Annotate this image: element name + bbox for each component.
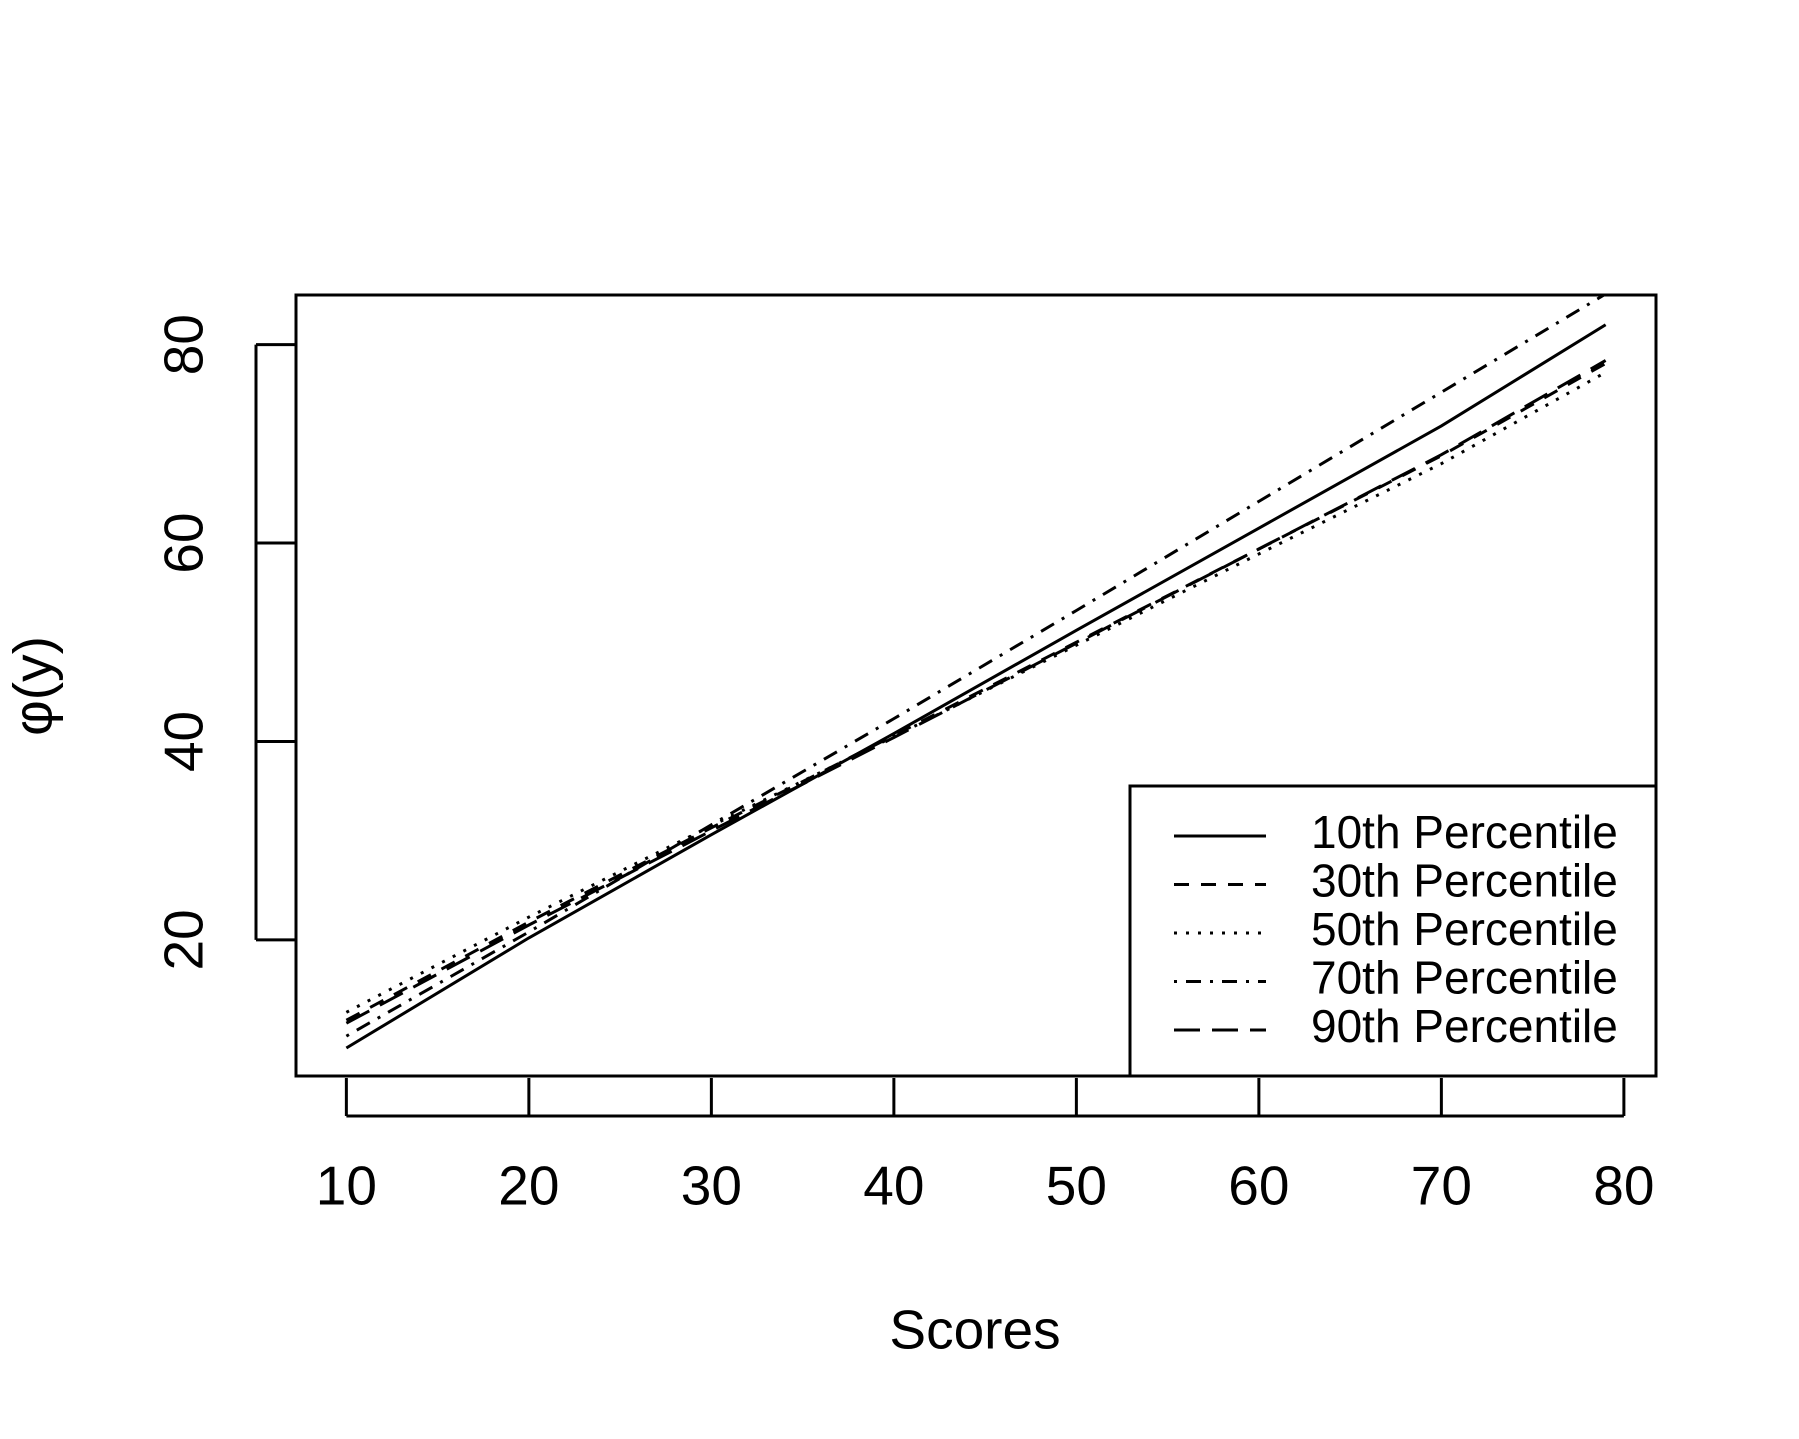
y-tick-label: 80 [153,314,215,375]
y-tick-label: 60 [153,512,215,573]
legend-label: 50th Percentile [1311,903,1618,955]
x-tick-label: 20 [498,1155,559,1217]
x-tick-label: 40 [863,1155,924,1217]
legend-label: 70th Percentile [1311,952,1618,1004]
legend-label: 30th Percentile [1311,855,1618,907]
series-line [345,295,1607,1038]
x-tick-label: 30 [681,1155,742,1217]
plot-frame [294,293,1658,1078]
x-tick-label: 80 [1593,1155,1654,1217]
x-tick-label: 50 [1046,1155,1107,1217]
series-line [345,323,1607,1050]
y-tick-label: 20 [153,909,215,970]
legend-box [1128,784,1658,1078]
x-tick-label: 60 [1228,1155,1289,1217]
lines [345,295,1607,1050]
x-tick-label: 70 [1411,1155,1472,1217]
y-tick-label: 40 [153,711,215,772]
x-axis-label: Scores [889,1299,1060,1361]
series-line [345,359,1607,1025]
legend-label: 90th Percentile [1311,1000,1618,1052]
x-tick-label: 10 [316,1155,377,1217]
legend-label: 10th Percentile [1311,806,1618,858]
series-line [345,371,1607,1014]
y-axis-label: φ(y) [2,636,64,736]
